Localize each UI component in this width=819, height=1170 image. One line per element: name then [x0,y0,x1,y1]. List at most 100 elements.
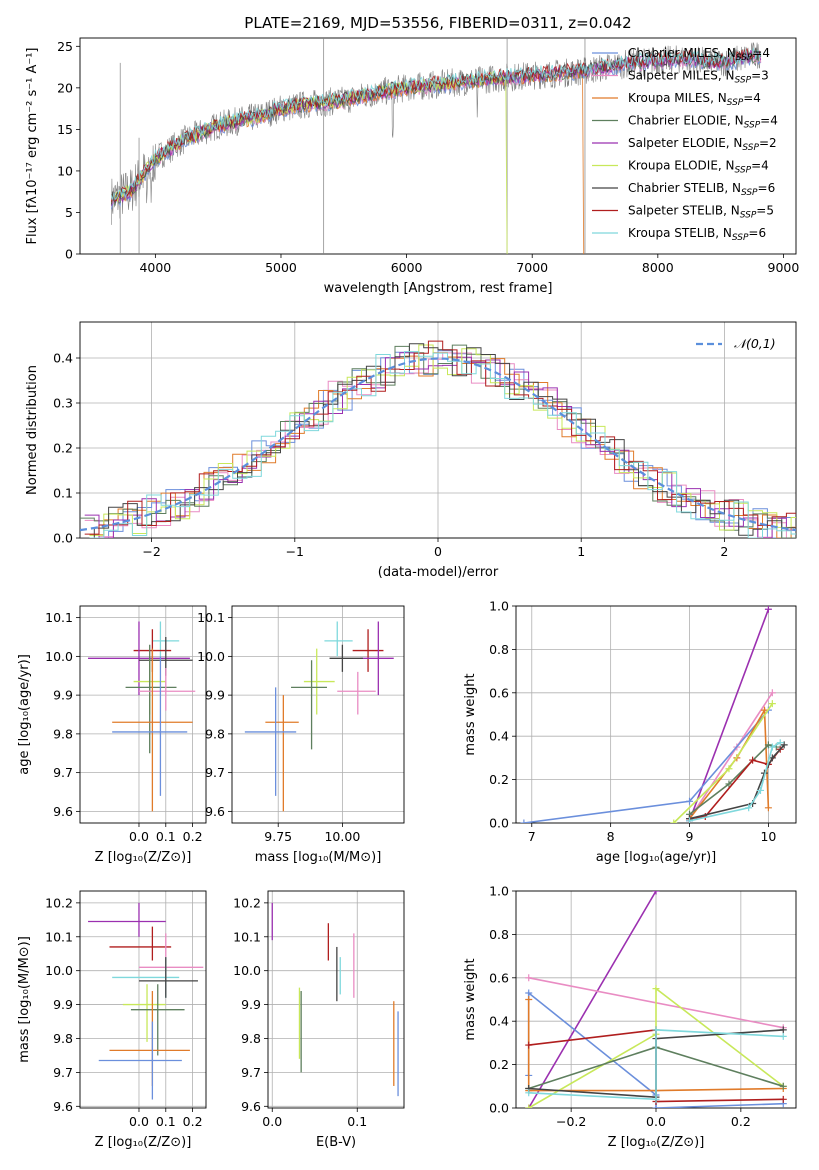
residuals-axes [76,322,796,542]
z-age-plot [88,621,196,812]
x-tick-label: 2 [720,544,728,559]
y-tick-label: 10.1 [45,610,73,625]
weight-point [757,786,765,794]
weight-point [764,606,772,613]
weight-point [749,756,757,764]
y-tick-label: 9.7 [241,1065,261,1080]
legend-entry: Salpeter ELODIE, NSSP=2 [628,136,777,153]
z-mass-axes [76,891,206,1112]
y-tick-label: 10.0 [197,649,225,664]
y-tick-label: 0.8 [489,642,509,657]
x-tick-label: 0.0 [129,829,149,844]
weight-point [652,891,660,895]
x-tick-label: 5000 [265,260,297,275]
weight-point [525,1089,533,1097]
y-tick-label: 9.6 [205,804,225,819]
y-tick-label: 0 [65,247,73,262]
weight-point [652,1026,660,1034]
x-tick-label: 0.2 [183,829,203,844]
chart-title: PLATE=2169, MJD=53556, FIBERID=0311, z=0… [244,14,631,32]
model-line-kroupa-stelib [110,47,762,201]
weight-point [780,741,788,749]
y-tick-label: 0.3 [53,396,73,411]
y-tick-label: 10.1 [45,929,73,944]
y-tick-label: 10.1 [233,929,261,944]
x-axis-label: Z [log₁₀(Z/Z⊙)] [95,1135,192,1150]
residuals-frame [79,321,797,539]
y-tick-label: 9.9 [53,997,73,1012]
y-tick-label: 0.2 [489,1057,509,1072]
weight-point [725,765,733,773]
x-tick-label: 10 [760,829,776,844]
weight-point [768,700,776,708]
age-weight-plot [520,606,788,823]
y-tick-label: 0.1 [53,486,73,501]
x-tick-label: 0.2 [183,1114,203,1129]
legend-entry: Chabrier STELIB, NSSP=6 [628,181,775,198]
y-tick-label: 9.9 [241,997,261,1012]
histogram-kroupa-elodie [89,344,796,536]
mass-age-axes [228,606,404,827]
y-tick-label: 9.8 [53,1031,73,1046]
y-tick-label: 0.4 [489,1014,509,1029]
weight-point [670,819,678,823]
weight-point [745,804,753,812]
y-axis-label: age [log₁₀(age/yr)] [17,654,32,775]
x-tick-label: 0.2 [731,1114,751,1129]
y-axis-label: Flux [fλ10⁻¹⁷ erg cm⁻² s⁻¹ A⁻¹] [25,48,40,245]
y-tick-label: 9.8 [241,1031,261,1046]
weight-point [776,739,784,747]
y-tick-label: 9.8 [53,726,73,741]
y-tick-label: 1.0 [489,884,509,899]
y-tick-label: 9.9 [205,688,225,703]
legend-entry: Salpeter STELIB, NSSP=5 [628,204,774,221]
weight-point [768,689,776,697]
ebv-mass-frame [267,890,405,1109]
z-age-frame [79,605,207,824]
y-axis-label: mass [log₁₀(M/M⊙)] [17,936,32,1063]
y-tick-label: 10.0 [45,963,73,978]
y-tick-label: 0.0 [489,1101,509,1116]
x-tick-label: 7000 [516,260,548,275]
weight-point [764,804,772,812]
y-tick-label: 20 [57,80,73,95]
z-age-axes [76,606,206,827]
y-tick-label: 10.0 [45,649,73,664]
normal-curve [80,357,796,532]
weight-point [525,1041,533,1049]
spectrum-axes [76,45,784,258]
weight-point [779,1032,787,1040]
ebv-mass-axes [264,891,404,1112]
y-axis-label: mass weight [463,673,478,755]
weight-point [725,780,733,788]
weight-point [760,706,768,714]
weight-point [652,1095,660,1103]
legend-entry: 𝒩(0,1) [734,336,776,351]
x-axis-label: (data-model)/error [378,565,499,580]
y-tick-label: 25 [57,39,73,54]
weight-line-chabrier-miles [523,709,770,823]
legend-entry: Kroupa MILES, NSSP=4 [628,91,761,108]
spectrum-plot [110,38,762,254]
x-tick-label: −0.2 [556,1114,586,1129]
age-weight-axes [512,605,796,827]
x-tick-label: −2 [142,544,160,559]
x-tick-label: 0 [434,544,442,559]
residuals-plot [80,340,796,538]
y-tick-label: 9.6 [53,1099,73,1114]
x-tick-label: 4000 [139,260,171,275]
y-tick-label: 1.0 [489,599,509,614]
y-tick-label: 9.6 [241,1099,261,1114]
y-tick-label: 0.6 [489,685,509,700]
weight-point [779,1026,787,1034]
x-tick-label: −1 [286,544,304,559]
weight-point [779,1082,787,1090]
mass-age-plot [244,621,394,812]
z-weight-plot [525,891,787,1108]
x-tick-label: 1 [577,544,585,559]
weight-point [525,996,533,1003]
weight-point [652,1104,660,1108]
weight-point [525,989,533,997]
y-tick-label: 10 [57,163,73,178]
y-tick-label: 0.0 [489,816,509,831]
